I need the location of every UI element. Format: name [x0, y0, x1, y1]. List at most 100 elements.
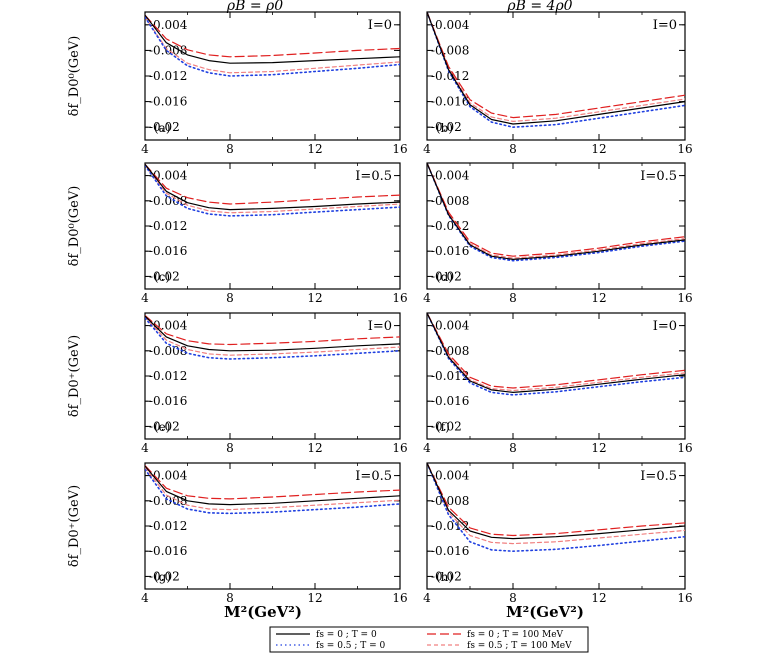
series-line-4: [145, 466, 400, 511]
y-tick-label: -0.02: [431, 419, 462, 433]
series-line-2: [427, 163, 685, 257]
y-tick-label: -0.016: [431, 95, 469, 109]
x-tick-label: 12: [591, 142, 606, 156]
series-line-2: [145, 14, 400, 58]
panel-h: -0.004 -0.008 -0.012 -0.016 -0.024 8 12 16 (h) I=…: [423, 462, 693, 605]
y-tick-label: -0.008: [149, 43, 187, 57]
x-tick-label: 4: [141, 142, 149, 156]
y-tick-label: -0.02: [149, 569, 180, 583]
series-line-1: [427, 163, 685, 260]
panel-c: -0.004-0.008-0.012-0.016-0.024 8 12 16(c)I=…: [67, 162, 408, 305]
x-tick-label: 16: [392, 441, 407, 455]
series-group: [145, 14, 400, 77]
series-line-1: [145, 14, 400, 64]
annotation: I=0.5: [355, 169, 392, 184]
y-tick-label: -0.012: [431, 69, 469, 83]
panel-label: (e): [154, 420, 170, 434]
x-tick-label: 8: [226, 142, 234, 156]
x-tick-label: 8: [226, 441, 234, 455]
panel-label: (b): [436, 121, 453, 135]
series-line-2: [145, 163, 400, 205]
panel-label: (f): [436, 420, 450, 434]
series-line-2: [427, 313, 685, 389]
series-group: [145, 464, 400, 515]
x-tick-label: 8: [226, 591, 234, 605]
annotation: I=0.5: [640, 169, 677, 184]
y-tick-label: -0.004: [431, 319, 470, 333]
series-line-3: [427, 12, 685, 128]
y-tick-label: -0.016: [149, 95, 187, 109]
series-line-1: [145, 465, 400, 506]
x-tick-label: 16: [392, 142, 407, 156]
legend-label: fs = 0.5 ; T = 100 MeV: [467, 641, 572, 651]
y-tick-label: -0.02: [149, 120, 180, 134]
y-tick-label: -0.012: [431, 519, 469, 533]
legend-label: fs = 0 ; T = 0: [316, 630, 377, 640]
series-line-3: [145, 16, 400, 77]
xlabel-left: M²(GeV²): [224, 603, 302, 621]
y-tick-label: -0.008: [149, 344, 187, 358]
series-line-4: [427, 163, 685, 259]
legend-label: fs = 0.5 ; T = 0: [316, 641, 386, 651]
x-tick-label: 12: [591, 591, 606, 605]
y-tick-label: -0.02: [149, 269, 180, 283]
series-line-1: [427, 313, 685, 393]
x-tick-label: 12: [307, 142, 322, 156]
series-line-4: [427, 12, 685, 122]
x-tick-label: 12: [591, 291, 606, 305]
series-line-2: [427, 463, 685, 537]
series-line-1: [145, 315, 400, 352]
header-right: ρB = 4ρ0: [506, 0, 572, 14]
series-line-2: [145, 314, 400, 346]
panel-d: -0.004 -0.008 -0.012 -0.016 -0.024 8 12 16 (d) I=…: [423, 162, 693, 305]
x-tick-label: 4: [423, 591, 431, 605]
x-tick-label: 12: [307, 291, 322, 305]
y-tick-label: -0.012: [149, 519, 187, 533]
y-tick-label: -0.008: [431, 43, 469, 57]
y-tick-label: -0.016: [431, 394, 469, 408]
x-tick-label: 8: [509, 142, 517, 156]
y-tick-label: -0.016: [431, 244, 469, 258]
series-group: [427, 313, 685, 396]
x-tick-label: 12: [307, 591, 322, 605]
series-line-4: [145, 164, 400, 214]
y-tick-label: -0.004: [431, 469, 470, 483]
y-tick-label: -0.004: [431, 18, 470, 32]
annotation: I=0.5: [355, 469, 392, 484]
y-tick-label: -0.012: [149, 69, 187, 83]
y-axis-label: δf_D0⁰(GeV): [67, 186, 82, 267]
x-tick-label: 12: [591, 441, 606, 455]
x-tick-label: 12: [307, 441, 322, 455]
series-group: [427, 463, 685, 552]
series-group: [145, 314, 400, 360]
series-line-2: [145, 464, 400, 500]
y-tick-label: -0.016: [149, 244, 187, 258]
series-line-4: [145, 16, 400, 74]
x-tick-label: 16: [392, 291, 407, 305]
xlabel-right: M²(GeV²): [506, 603, 584, 621]
y-tick-label: -0.02: [431, 269, 462, 283]
header-left: ρB = ρ0: [226, 0, 283, 14]
x-tick-label: 8: [509, 291, 517, 305]
x-tick-label: 8: [226, 291, 234, 305]
panel-label: (c): [154, 270, 170, 284]
series-line-3: [145, 164, 400, 217]
y-tick-label: -0.008: [431, 494, 469, 508]
series-line-1: [145, 163, 400, 211]
x-tick-label: 4: [423, 142, 431, 156]
legend-label: fs = 0 ; T = 100 MeV: [467, 630, 564, 640]
y-tick-label: -0.008: [431, 194, 469, 208]
x-tick-label: 16: [677, 291, 692, 305]
x-tick-label: 16: [392, 591, 407, 605]
y-axis-label: δf_D0⁰(GeV): [67, 36, 82, 117]
annotation: I=0: [368, 18, 392, 33]
series-group: [145, 163, 400, 217]
y-tick-label: -0.02: [149, 419, 180, 433]
annotation: I=0: [653, 18, 677, 33]
series-line-1: [427, 12, 685, 125]
y-tick-label: -0.012: [149, 219, 187, 233]
series-line-3: [427, 463, 685, 552]
x-tick-label: 4: [141, 441, 149, 455]
x-tick-label: 4: [423, 441, 431, 455]
